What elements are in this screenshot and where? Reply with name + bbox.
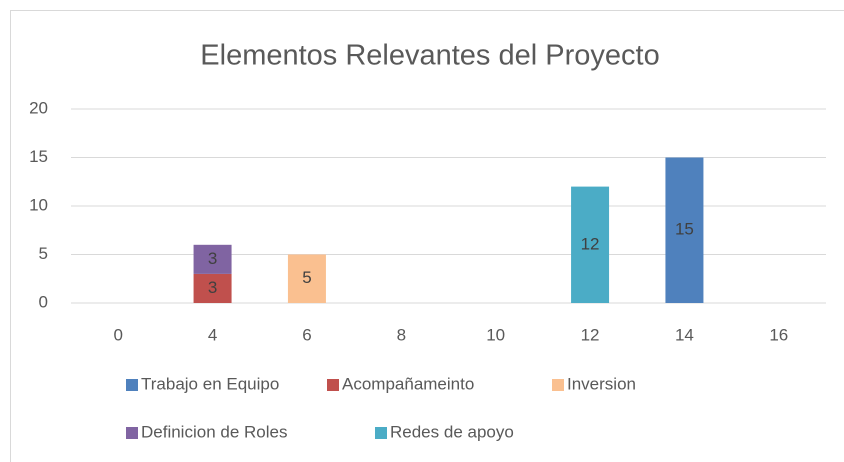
legend-label: Inversion (567, 374, 636, 393)
data-label: 3 (208, 249, 217, 268)
x-tick-label: 10 (486, 325, 505, 344)
bar (287, 254, 326, 303)
x-tick-label: 14 (675, 325, 694, 344)
x-tick-label: 16 (769, 325, 788, 344)
bar (193, 244, 232, 274)
legend-label: Redes de apoyo (390, 422, 514, 441)
y-tick-label: 20 (29, 98, 48, 117)
legend-label: Acompañameinto (342, 374, 474, 393)
y-tick-label: 5 (39, 244, 48, 263)
data-label: 15 (675, 220, 694, 239)
bar (193, 273, 232, 303)
legend-label: Trabajo en Equipo (141, 374, 279, 393)
x-tick-label: 8 (397, 325, 406, 344)
data-label: 5 (302, 268, 311, 287)
legend-swatch (327, 379, 339, 391)
x-tick-label: 0 (113, 325, 122, 344)
bar (571, 186, 610, 303)
x-tick-label: 6 (302, 325, 311, 344)
legend-swatch (552, 379, 564, 391)
legend-swatch (375, 427, 387, 439)
bar (665, 157, 704, 303)
y-tick-label: 15 (29, 147, 48, 166)
chart-border (10, 10, 844, 462)
x-tick-label: 4 (208, 325, 217, 344)
y-tick-label: 10 (29, 195, 48, 214)
x-tick-label: 12 (581, 325, 600, 344)
y-tick-label: 0 (39, 292, 48, 311)
data-label: 12 (581, 234, 600, 253)
chart-title: Elementos Relevantes del Proyecto (200, 40, 659, 72)
legend-swatch (126, 427, 138, 439)
legend-swatch (126, 379, 138, 391)
data-label: 3 (208, 278, 217, 297)
legend-label: Definicion de Roles (141, 422, 287, 441)
